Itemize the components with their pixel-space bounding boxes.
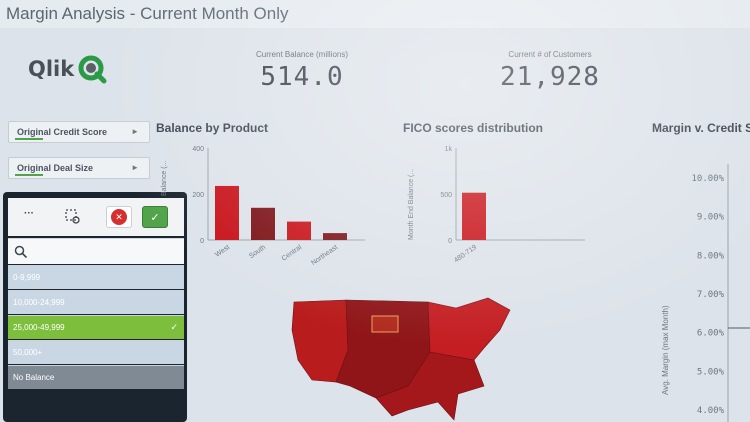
chevron-right-icon: ►: [131, 127, 139, 136]
confirm-selection-button[interactable]: ✓: [142, 206, 168, 228]
y-tick-label: 0: [448, 238, 452, 245]
title-bar: [0, 0, 750, 28]
kpi-balance-label: Current Balance (millions): [255, 50, 349, 59]
x-tick-label: 480-719: [453, 244, 478, 265]
map-highlight-state[interactable]: [371, 315, 399, 333]
filter-label: Original Deal Size: [17, 163, 94, 173]
list-item-50000-plus[interactable]: 50,000+: [8, 340, 184, 364]
map-south[interactable]: [375, 351, 485, 421]
y-axis-label-margin: Avg. Margin (max Month): [661, 305, 670, 395]
filter-original-deal-size[interactable]: Original Deal Size ►: [8, 157, 150, 179]
map-northeast[interactable]: [427, 297, 511, 361]
kpi-balance-value: 514.0: [260, 62, 344, 92]
list-item-label: 0-9,999: [13, 273, 41, 282]
selected-check-icon: ✓: [170, 322, 178, 332]
chart-title-fico: FICO scores distribution: [403, 121, 544, 135]
x-tick-label: South: [248, 244, 267, 260]
bar-west[interactable]: [215, 185, 239, 240]
list-item-10000-24999[interactable]: 10,000-24,999: [8, 290, 184, 314]
cancel-selection-button[interactable]: ✕: [106, 206, 132, 228]
selection-bar: [15, 174, 43, 176]
y-tick-label: 8.00%: [697, 251, 725, 261]
y-tick-label: 400: [192, 146, 204, 153]
selection-bar: [15, 138, 43, 140]
x-tick-label: Central: [281, 244, 304, 263]
y-tick-label: 1k: [445, 146, 453, 153]
qlik-logo: Qlik: [28, 54, 107, 84]
y-tick-label: 4.00%: [697, 406, 725, 416]
cancel-icon: ✕: [111, 209, 127, 225]
y-tick-label: 0: [200, 238, 204, 245]
balance-by-product-chart: 0 200 400 West South Central Northeast: [192, 146, 365, 265]
list-item-label: 25,000-49,999: [13, 323, 65, 332]
y-tick-label: 5.00%: [697, 367, 725, 377]
x-tick-label: Northeast: [310, 244, 339, 265]
logo-text: Qlik: [28, 57, 75, 81]
listbox-toolbar: ··· ✕ ✓: [8, 198, 184, 236]
x-tick-label: West: [214, 244, 231, 259]
list-item-0-9999[interactable]: 0-9,999: [8, 265, 184, 289]
page-title: Margin Analysis - Current Month Only: [6, 4, 289, 23]
y-axis-label-balance: Balance (...: [161, 160, 168, 196]
y-tick-label: 10.00%: [691, 174, 724, 184]
list-item-label: 10,000-24,999: [13, 298, 65, 307]
list-item-25000-49999[interactable]: 25,000-49,999 ✓: [8, 315, 184, 339]
y-tick-label: 7.00%: [697, 290, 725, 300]
kpi-customers-label: Current # of Customers: [508, 50, 592, 59]
listbox-search[interactable]: [8, 238, 184, 264]
chart-title-margin: Margin v. Credit S: [652, 121, 750, 135]
y-axis-label-fico: Month End Balance (...: [408, 168, 415, 240]
bar-northeast[interactable]: [323, 233, 347, 240]
map-west[interactable]: [291, 299, 349, 383]
fico-distribution-chart: 0 500 1k 480-719: [440, 146, 585, 265]
bar-south[interactable]: [251, 207, 275, 240]
y-tick-label: 6.00%: [697, 329, 725, 339]
bar-480-719[interactable]: [462, 192, 486, 240]
bar-central[interactable]: [287, 221, 311, 240]
y-tick-label: 9.00%: [697, 213, 725, 223]
check-icon: ✓: [150, 211, 160, 224]
list-item-label: 50,000+: [13, 348, 43, 357]
filter-label: Original Credit Score: [17, 127, 108, 137]
selection-tool-icon[interactable]: [64, 208, 82, 226]
y-tick-label: 500: [440, 192, 452, 199]
list-item-no-balance[interactable]: No Balance: [8, 365, 184, 389]
margin-credit-chart: 10.00% 9.00% 8.00% 7.00% 6.00% 5.00% 4.00%: [691, 164, 750, 422]
y-tick-label: 200: [192, 192, 204, 199]
kpi-customers-value: 21,928: [500, 62, 600, 92]
filter-original-credit-score[interactable]: Original Credit Score ►: [8, 121, 150, 143]
logo-q-icon: [78, 55, 107, 84]
more-options-icon[interactable]: ···: [24, 208, 34, 219]
us-map: [291, 297, 511, 421]
chart-title-balance: Balance by Product: [156, 121, 269, 135]
chevron-right-icon: ►: [131, 163, 139, 172]
search-icon: [14, 245, 28, 259]
list-item-label: No Balance: [13, 373, 55, 382]
